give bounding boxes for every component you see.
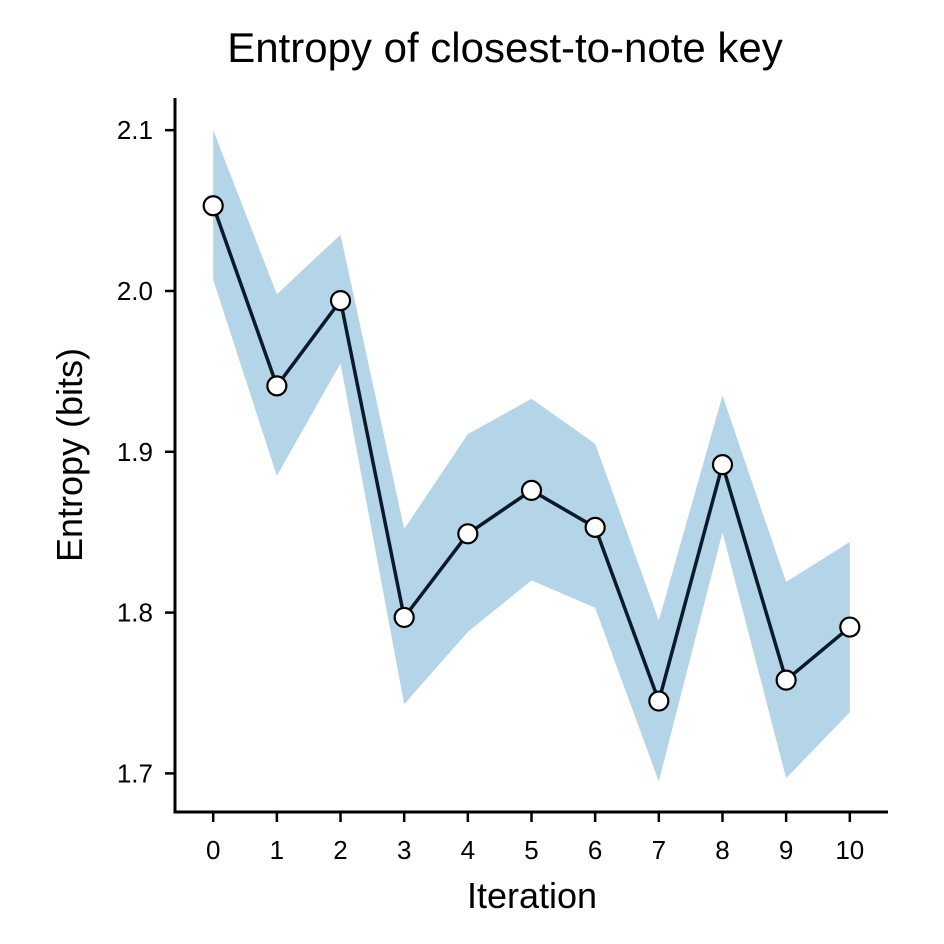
data-point	[202, 195, 224, 217]
data-point	[584, 516, 606, 538]
data-point	[711, 454, 734, 476]
y-axis-label: Entropy (bits)	[49, 348, 90, 562]
y-tick-label: 1.7	[117, 758, 153, 788]
data-point	[648, 690, 670, 712]
data-point	[520, 479, 543, 501]
y-tick-label: 2.0	[117, 276, 153, 306]
data-point	[393, 606, 415, 629]
data-point	[775, 669, 797, 691]
confidence-band	[213, 130, 850, 782]
chart-title: Entropy of closest-to-note key	[227, 24, 783, 71]
x-tick-label: 1	[270, 835, 284, 865]
data-point	[266, 375, 288, 397]
y-tick-label: 1.8	[117, 598, 153, 628]
y-tick-label: 1.9	[117, 437, 153, 467]
x-tick-label: 5	[524, 835, 538, 865]
x-tick-label: 9	[779, 835, 793, 865]
data-point	[457, 523, 479, 545]
x-tick-label: 10	[835, 835, 864, 865]
plot-area: 0 1 2 3 4 5 6 7 8 9 10 1.7 1.8 1.9 2.0 2.1	[117, 98, 888, 865]
x-tick-label: 4	[461, 835, 475, 865]
x-tick-label: 3	[397, 835, 411, 865]
x-tick-label: 8	[715, 835, 729, 865]
x-tick-label: 6	[588, 835, 602, 865]
x-tick-label: 2	[333, 835, 347, 865]
x-tick-label: 0	[206, 835, 220, 865]
data-point	[329, 290, 352, 312]
y-tick-label: 2.1	[117, 115, 153, 145]
x-axis-label: Iteration	[467, 875, 597, 916]
x-tick-label: 7	[652, 835, 666, 865]
data-point	[839, 616, 861, 638]
